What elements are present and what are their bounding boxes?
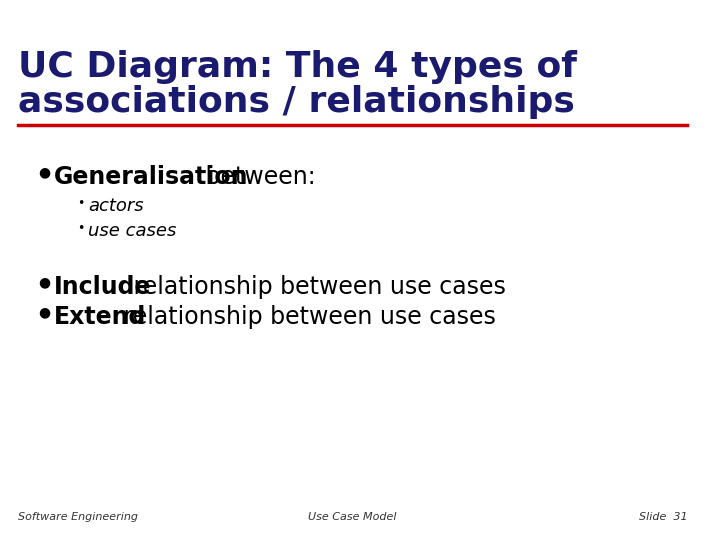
Text: Generalisation: Generalisation (54, 165, 248, 189)
Text: relationship between use cases: relationship between use cases (126, 275, 505, 299)
Text: ●: ● (38, 165, 50, 179)
Text: Software Engineering: Software Engineering (17, 512, 138, 522)
Text: UC Diagram: The 4 types of: UC Diagram: The 4 types of (17, 50, 577, 84)
Text: •: • (78, 197, 85, 210)
Text: use cases: use cases (88, 222, 176, 240)
Text: relationship between use cases: relationship between use cases (115, 305, 495, 329)
Text: ●: ● (38, 275, 50, 289)
Text: ●: ● (38, 305, 50, 319)
Text: Use Case Model: Use Case Model (308, 512, 397, 522)
Text: •: • (78, 222, 85, 235)
Text: associations / relationships: associations / relationships (17, 85, 575, 119)
Text: actors: actors (88, 197, 144, 215)
Text: Include: Include (54, 275, 151, 299)
Text: between:: between: (198, 165, 315, 189)
Text: Extend: Extend (54, 305, 146, 329)
Text: Slide  31: Slide 31 (639, 512, 688, 522)
